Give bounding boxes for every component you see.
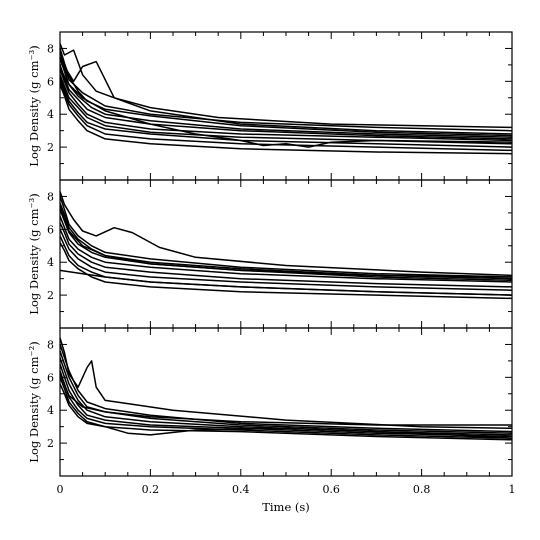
series-line-middle-1 (59, 191, 513, 277)
axes-frame-middle (59, 179, 513, 329)
panel-middle: 2 4 6 8 Log Density (g cm⁻³) (27, 179, 513, 329)
x-tick-label-0.6: 0.6 (322, 483, 340, 496)
series-line-top-3 (59, 51, 513, 135)
panel-bottom: 2 4 6 8 0 0.2 0.4 0.6 0.8 1 Log Density (g cm⁻²) Ti… (27, 327, 516, 514)
y-tick-label-bottom-8: 8 (47, 338, 54, 351)
y-tick-label-bottom-2: 2 (47, 437, 54, 450)
series-line-middle-9 (59, 242, 513, 300)
series-line-top-11 (59, 67, 513, 148)
series-line-bottom-2 (59, 344, 513, 433)
y-axis-label-bottom: Log Density (g cm⁻²) (27, 341, 41, 462)
y-tick-label-middle-2: 2 (47, 289, 54, 302)
y-tick-label-top-6: 6 (47, 75, 54, 88)
series-line-top-4 (59, 58, 513, 138)
series-line-top-7 (59, 74, 513, 145)
series-line-middle-7 (59, 228, 513, 291)
x-tick-label-0: 0 (57, 483, 64, 496)
series-line-bottom-7 (59, 377, 513, 441)
y-tick-label-middle-4: 4 (47, 256, 54, 269)
x-tick-label-0.2: 0.2 (142, 483, 160, 496)
series-line-top-2 (59, 48, 513, 137)
axes-frame-top (59, 31, 513, 181)
series-line-top-6 (59, 69, 513, 142)
series-line-top-12 (59, 56, 513, 132)
axes-frame-bottom (59, 327, 513, 477)
x-tick-label-0.8: 0.8 (413, 483, 431, 496)
series-line-top-10 (59, 84, 513, 155)
series-line-middle-2 (59, 196, 513, 278)
series-line-middle-3 (59, 202, 513, 280)
series-line-middle-6 (59, 222, 513, 288)
series-line-middle-10 (59, 269, 513, 296)
x-tick-label-0.4: 0.4 (232, 483, 250, 496)
y-axis-label-middle: Log Density (g cm⁻³) (27, 193, 41, 314)
series-line-top-5 (59, 64, 513, 140)
y-tick-label-middle-6: 6 (47, 223, 54, 236)
series-line-bottom-3 (59, 350, 513, 434)
y-axis-label-top: Log Density (g cm⁻³) (27, 45, 41, 166)
series-line-bottom-5 (59, 363, 513, 438)
series-line-bottom-1 (59, 337, 513, 430)
series-line-bottom-9 (59, 373, 512, 426)
series-line-bottom-8 (59, 383, 513, 439)
y-tick-label-top-4: 4 (47, 108, 54, 121)
series-line-top-1 (59, 43, 513, 129)
y-tick-label-bottom-6: 6 (47, 371, 54, 384)
x-axis-label: Time (s) (262, 500, 310, 514)
series-line-top-9 (59, 81, 513, 152)
series-line-top-8 (59, 77, 513, 148)
y-tick-label-top-8: 8 (47, 42, 54, 55)
series-line-middle-11 (59, 206, 513, 278)
y-tick-label-bottom-4: 4 (47, 404, 54, 417)
series-line-middle-5 (59, 215, 513, 283)
y-tick-label-top-2: 2 (47, 141, 54, 154)
y-tick-label-middle-8: 8 (47, 190, 54, 203)
x-tick-label-1: 1 (509, 483, 516, 496)
panel-top: 2 4 6 8 Log Density (g cm⁻³) (27, 31, 513, 181)
